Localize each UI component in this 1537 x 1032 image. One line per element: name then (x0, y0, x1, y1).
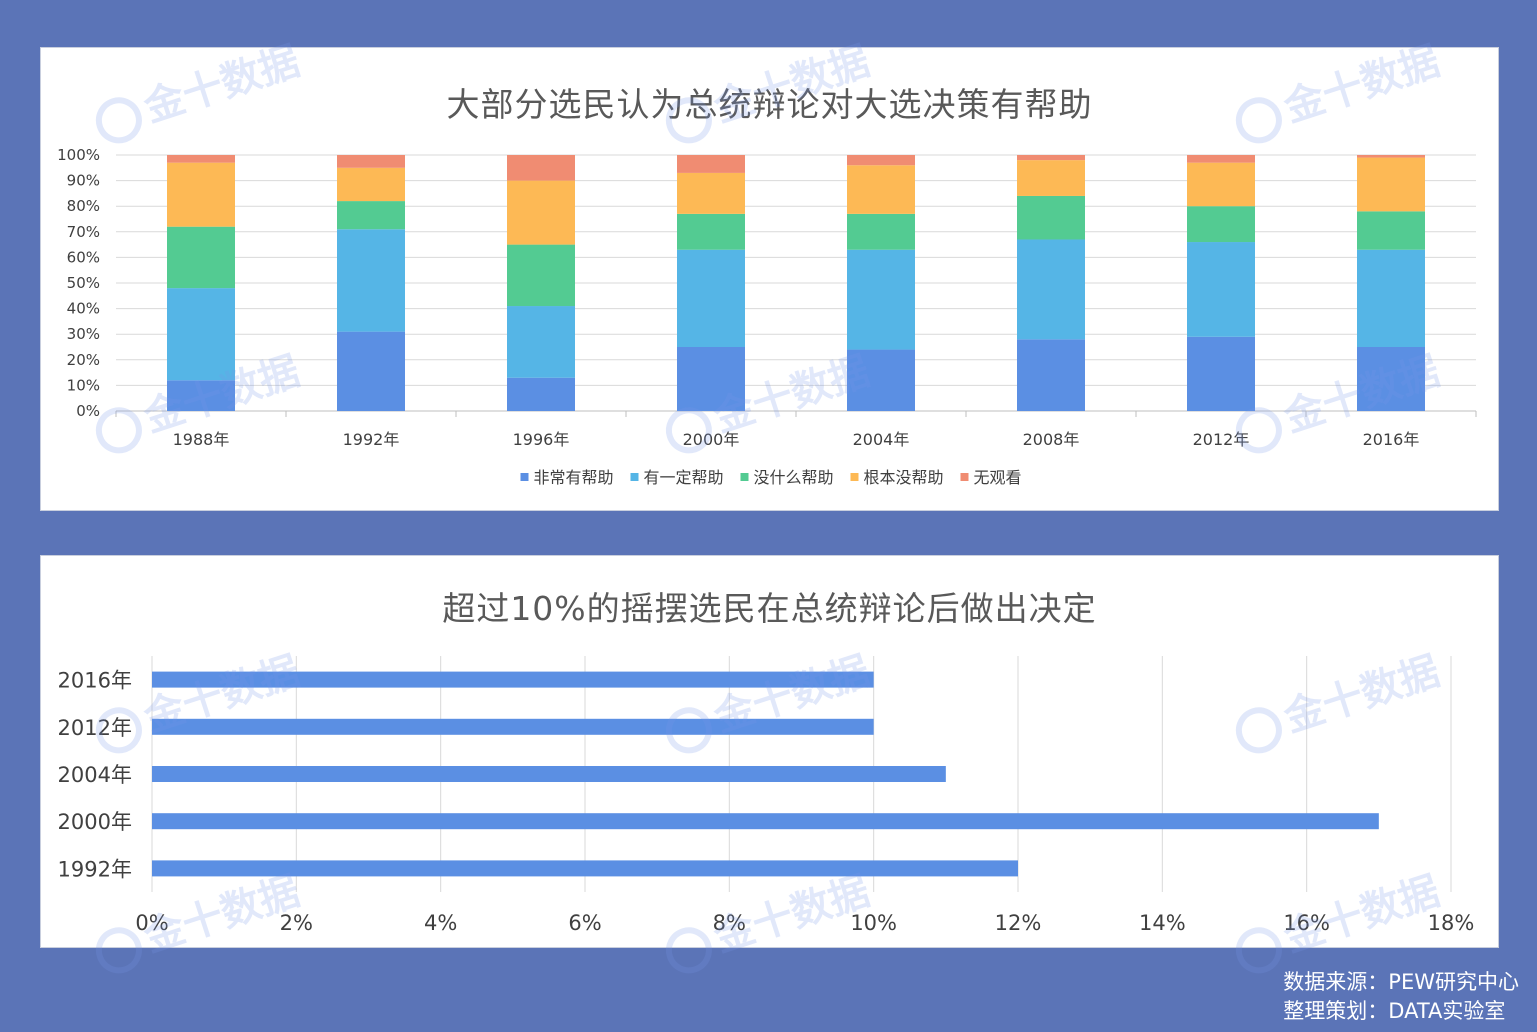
bar (152, 813, 1379, 830)
legend-label: 无观看 (974, 468, 1022, 487)
legend-swatch (850, 473, 859, 481)
bar-segment (337, 167, 405, 202)
bar-segment (1357, 211, 1425, 250)
bar-segment (1017, 239, 1085, 340)
bar-segment (1017, 339, 1085, 411)
y-tick-label: 0% (76, 402, 100, 420)
x-tick-label: 12% (995, 911, 1042, 935)
legend-swatch (520, 473, 529, 481)
source-line: 数据来源：PEW研究中心 (1283, 970, 1519, 994)
legend-label: 没什么帮助 (754, 468, 834, 487)
bar-segment (1187, 242, 1255, 337)
bar-segment (507, 244, 575, 307)
legend: 非常有帮助 有一定帮助 没什么帮助 根本没帮助 无观看 (520, 468, 1022, 487)
bar-segment (337, 155, 405, 168)
x-tick-label: 1996年 (513, 430, 570, 449)
bar (152, 766, 946, 782)
x-tick-label: 16% (1283, 911, 1330, 935)
bar-segment (507, 306, 575, 378)
legend-swatch (960, 473, 969, 481)
bar-segment (1017, 155, 1085, 161)
bar-segment (507, 180, 575, 245)
y-tick-label: 2012年 (58, 716, 132, 740)
bar-segment (1187, 155, 1255, 163)
bar-segment (167, 288, 235, 381)
x-tick-label: 14% (1139, 911, 1186, 935)
bar-segment (1357, 155, 1425, 158)
x-tick-label: 10% (850, 911, 897, 935)
y-tick-label: 40% (67, 300, 100, 318)
x-tick-label: 2004年 (853, 430, 910, 449)
bar-segment (677, 347, 745, 411)
x-tick-label: 2016年 (1363, 430, 1420, 449)
x-tick-label: 18% (1428, 911, 1475, 935)
y-tick-label: 60% (67, 248, 100, 266)
bar-segment (847, 155, 915, 166)
bar-segment (507, 377, 575, 411)
y-tick-label: 20% (67, 351, 100, 369)
bar-segment (507, 155, 575, 181)
x-tick-label: 2% (280, 911, 313, 935)
legend-label: 根本没帮助 (864, 468, 944, 487)
chart-title: 大部分选民认为总统辩论对大选决策有帮助 (446, 85, 1093, 124)
bar-segment (337, 201, 405, 230)
y-tick-label: 2016年 (58, 669, 132, 693)
x-tick-label: 6% (568, 911, 601, 935)
bar-segment (1357, 249, 1425, 347)
x-tick-label: 4% (424, 911, 457, 935)
bar-segment (167, 155, 235, 163)
bar-segment (1187, 162, 1255, 207)
bar-segment (167, 162, 235, 227)
x-tick-label: 2008年 (1023, 430, 1080, 449)
bar-segment (677, 172, 745, 214)
bar-segment (1017, 195, 1085, 240)
y-tick-label: 90% (67, 172, 100, 190)
bar-segment (1187, 206, 1255, 243)
source-note: 数据来源：PEW研究中心 整理策划：DATA实验室 (1283, 968, 1519, 1026)
y-tick-label: 50% (67, 274, 100, 292)
y-tick-label: 2000年 (58, 810, 132, 834)
stacked-bar-chart: 0% 10% 20% 30% 40% 50% 60% 70% 80% 90% 100% 1988年 19… (57, 146, 1477, 487)
horizontal-chart-panel: 超过10%的摇摆选民在总统辩论后做出决定 0% 2% 4% 6% 8% 10% 12% 14%… (40, 555, 1499, 948)
bar (152, 860, 1018, 877)
y-tick-label: 10% (67, 376, 100, 394)
x-tick-label: 1992年 (343, 430, 400, 449)
bar-segment (847, 165, 915, 214)
bar-segment (337, 331, 405, 411)
credit-line: 整理策划：DATA实验室 (1283, 999, 1506, 1023)
stacked-chart-panel: 大部分选民认为总统辩论对大选决策有帮助 0% 10% 20% 30% 40% 50% 60%… (40, 47, 1499, 511)
y-tick-label: 1992年 (58, 857, 132, 881)
legend-label: 有一定帮助 (644, 468, 724, 487)
y-tick-label: 30% (67, 325, 100, 343)
x-tick-label: 0% (135, 911, 168, 935)
x-tick-label: 2000年 (683, 430, 740, 449)
bar-segment (167, 380, 235, 411)
bar-segment (1017, 160, 1085, 196)
bar-segment (1357, 157, 1425, 212)
bar-segment (337, 229, 405, 332)
y-tick-label: 70% (67, 223, 100, 241)
legend-swatch (740, 473, 749, 481)
y-tick-label: 100% (57, 146, 100, 164)
bar-segment (167, 226, 235, 289)
bar-segment (1187, 336, 1255, 411)
bar-segment (677, 213, 745, 250)
bar-segment (847, 213, 915, 250)
bar-segment (847, 249, 915, 350)
y-tick-label: 80% (67, 197, 100, 215)
bar (152, 671, 874, 688)
bar-segment (1357, 347, 1425, 411)
x-tick-label: 1988年 (173, 430, 230, 449)
y-tick-label: 2004年 (58, 763, 132, 787)
x-tick-label: 2012年 (1193, 430, 1250, 449)
x-tick-label: 8% (713, 911, 746, 935)
bar-segment (847, 349, 915, 411)
horizontal-bar-chart: 0% 2% 4% 6% 8% 10% 12% 14% 16% 18% 2016年 2012年 2004年… (58, 656, 1475, 935)
chart-title: 超过10%的摇摆选民在总统辩论后做出决定 (442, 589, 1097, 628)
legend-swatch (630, 473, 639, 481)
bar-segment (677, 155, 745, 173)
bar-segment (677, 249, 745, 347)
legend-label: 非常有帮助 (534, 468, 614, 487)
bar (152, 718, 874, 735)
